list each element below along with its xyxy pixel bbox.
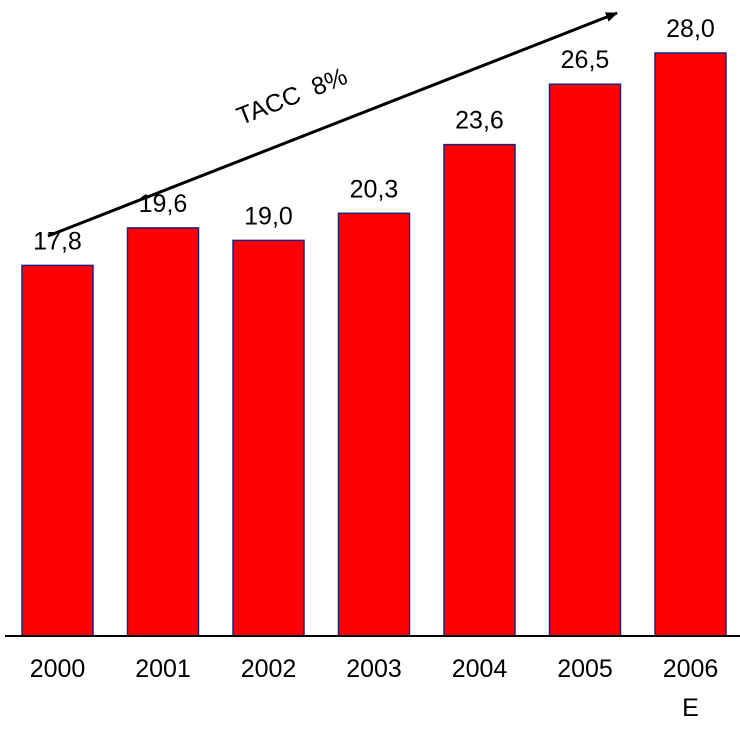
value-label: 19,0 [244,202,293,230]
value-label: 20,3 [350,175,399,203]
value-labels-group: 17,819,6 19,020,323,626,528,0 [33,15,715,255]
category-label: 2006 E [663,655,719,722]
category-label: 2002 [241,655,297,683]
bars-group [21,52,727,637]
bar-2004 [443,143,516,637]
value-label: 26,5 [561,46,610,74]
bar-2003 [337,212,411,637]
bar-2001 [126,227,200,637]
category-label: 2003 [346,655,402,683]
bar-2006 [654,52,727,637]
category-label: 2000 [30,655,86,683]
value-label: 23,6 [455,107,504,135]
value-label: 28,0 [666,15,715,43]
bar-2002 [232,239,305,637]
category-label: 2005 [557,655,613,683]
category-labels-group: 2000 2001 2002 2003 2004 2005 2006 E [30,655,719,722]
trend-annotation-label: TACC 8% [233,62,351,130]
category-label: 2001 [135,655,191,683]
bar-2000 [21,264,94,637]
bar-2005 [548,83,622,637]
value-label: 19,6 [139,190,188,218]
category-label: 2004 [452,655,508,683]
trend-arrow [47,11,618,238]
